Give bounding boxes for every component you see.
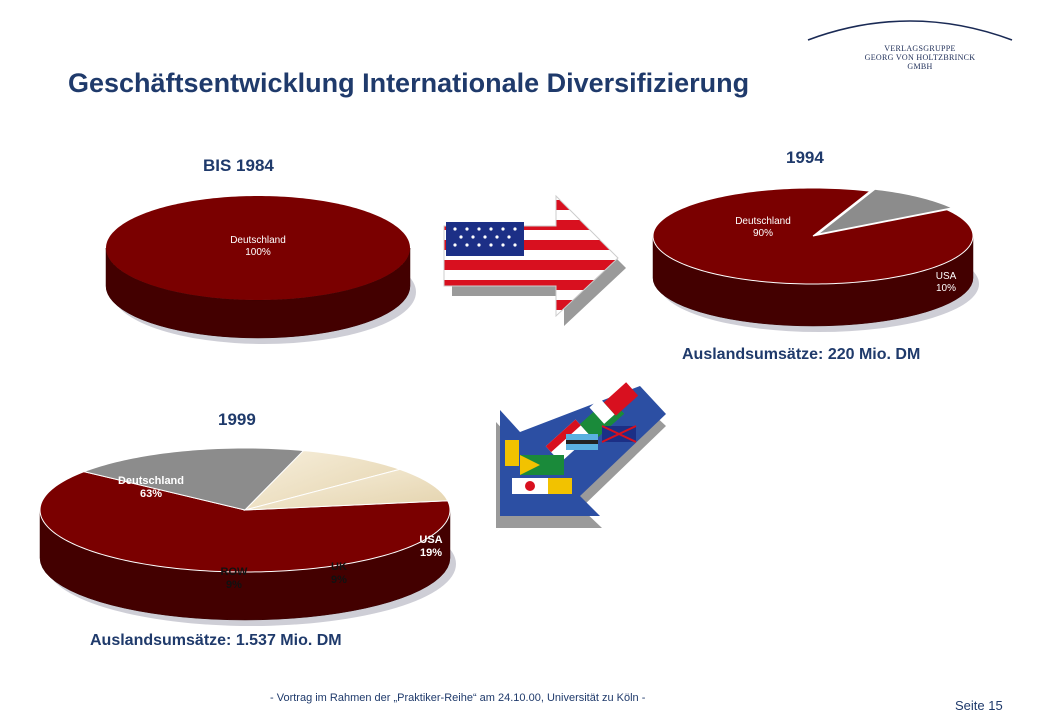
logo-line-2: GEORG VON HOLTZBRINCK — [864, 53, 976, 62]
pie-value-row: 9% — [226, 579, 242, 591]
chart-1999-annotation: Auslandsumsätze: 1.537 Mio. DM — [90, 632, 342, 649]
chart-1999-title: 1999 — [218, 410, 256, 429]
pie-value-deutschland: 100% — [245, 247, 271, 258]
chart-1994-annotation: Auslandsumsätze: 220 Mio. DM — [682, 346, 921, 363]
pie-label-deutschland: Deutschland — [230, 235, 286, 246]
pie-value-deutschland: 90% — [753, 228, 773, 239]
pie-slice-deutschland — [652, 187, 974, 285]
usa-flag-arrow-icon — [443, 194, 626, 326]
flags-arrow-icon — [496, 382, 666, 528]
charts-canvas: Deutschland100%Deutschland90%USA10%Deuts… — [39, 187, 979, 626]
pie-slice-uk — [243, 450, 402, 511]
pie-label-usa: USA — [419, 534, 442, 546]
pie-slice-deutschland — [39, 471, 451, 573]
pie-slice-row — [244, 468, 449, 511]
logo-line-3: GMBH — [907, 62, 933, 71]
chart-1994-title: 1994 — [786, 148, 824, 167]
chart-1984-title: BIS 1984 — [203, 156, 274, 175]
pie-slice-deutschland — [106, 196, 410, 300]
logo-line-1: VERLAGSGRUPPE — [884, 44, 956, 53]
pie-slice-usa — [82, 447, 305, 511]
pie-label-usa: USA — [936, 271, 957, 282]
page-number: Seite 15 — [955, 698, 1003, 713]
pie-label-deutschland: Deutschland — [735, 216, 791, 227]
pie-value-usa: 10% — [936, 283, 956, 294]
pie-value-usa: 19% — [420, 547, 442, 559]
pie-label-uk: UK — [331, 561, 347, 573]
logo-arc-icon — [807, 20, 1013, 41]
pie-value-uk: 9% — [331, 574, 347, 586]
pie-label-deutschland: Deutschland — [118, 475, 184, 487]
pie-label-row: ROW — [221, 566, 249, 578]
footer-text: - Vortrag im Rahmen der „Praktiker-Reihe… — [270, 692, 646, 704]
page-title: Geschäftsentwicklung Internationale Dive… — [68, 68, 750, 98]
pie-slice-usa — [817, 188, 954, 235]
pie-value-deutschland: 63% — [140, 488, 162, 500]
